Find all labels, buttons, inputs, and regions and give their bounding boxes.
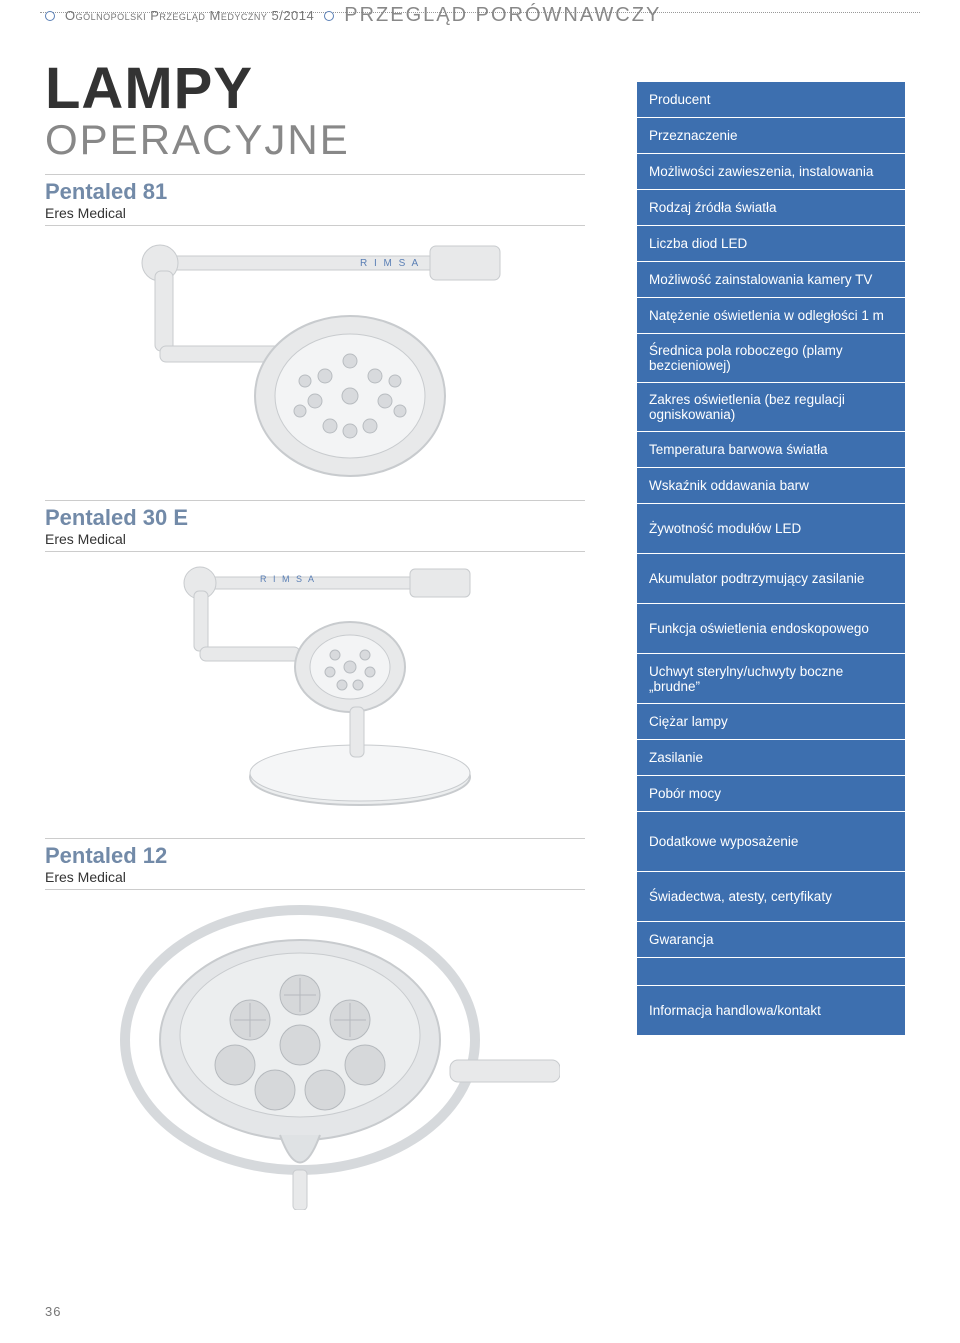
- param-label: Zakres oświetlenia (bez regulacji ognisk…: [649, 392, 893, 422]
- param-row: Pobór mocy: [637, 776, 905, 812]
- param-row: Możliwości zawieszenia, instalowania: [637, 154, 905, 190]
- param-row: Wskaźnik oddawania barw: [637, 468, 905, 504]
- param-label: Uchwyt sterylny/uchwyty boczne „brudne”: [649, 664, 893, 694]
- param-row: Akumulator podtrzymujący zasilanie: [637, 554, 905, 604]
- lamp-illustration-1: R I M S A: [100, 236, 530, 486]
- param-row: Gwarancja: [637, 922, 905, 958]
- param-row: Zakres oświetlenia (bez regulacji ognisk…: [637, 383, 905, 432]
- product-name: Pentaled 81: [45, 174, 585, 205]
- param-label: Ciężar lampy: [649, 714, 728, 729]
- product-manufacturer: Eres Medical: [45, 531, 585, 552]
- param-label: Liczba diod LED: [649, 236, 747, 251]
- param-row: Ciężar lampy: [637, 704, 905, 740]
- parameter-column: Producent Przeznaczenie Możliwości zawie…: [637, 82, 905, 1036]
- param-row: Możliwość zainstalowania kamery TV: [637, 262, 905, 298]
- param-row: Natężenie oświetlenia w odległości 1 m: [637, 298, 905, 334]
- product-image-2: R I M S A: [45, 552, 585, 832]
- param-label: Temperatura barwowa światła: [649, 442, 828, 457]
- header: Ogólnopolski Przegląd Medyczny 5/2014 PR…: [45, 4, 661, 27]
- param-label: Informacja handlowa/kontakt: [649, 1003, 821, 1018]
- product-name: Pentaled 30 E: [45, 500, 585, 531]
- param-row: Informacja handlowa/kontakt: [637, 986, 905, 1036]
- param-row: Świadectwa, atesty, certyfikaty: [637, 872, 905, 922]
- param-row: Średnica pola roboczego (plamy bezcienio…: [637, 334, 905, 383]
- lamp-illustration-2: R I M S A: [100, 557, 530, 827]
- param-label: Zasilanie: [649, 750, 703, 765]
- left-column: LAMPY OPERACYJNE Pentaled 81 Eres Medica…: [45, 60, 585, 1210]
- param-row: Liczba diod LED: [637, 226, 905, 262]
- param-label: Świadectwa, atesty, certyfikaty: [649, 889, 832, 904]
- product-image-1: R I M S A: [45, 226, 585, 496]
- param-label: Wskaźnik oddawania barw: [649, 478, 809, 493]
- magazine-title: Ogólnopolski Przegląd Medyczny 5/2014: [65, 8, 314, 23]
- param-row-empty: [637, 958, 905, 986]
- param-label: Żywotność modułów LED: [649, 521, 801, 536]
- param-label: Producent: [649, 92, 711, 107]
- param-label: Rodzaj źródła światła: [649, 200, 777, 215]
- page-number: 36: [45, 1304, 61, 1319]
- param-row: Temperatura barwowa światła: [637, 432, 905, 468]
- param-label: Dodatkowe wyposażenie: [649, 834, 798, 849]
- product-block-1: Pentaled 81 Eres Medical: [45, 174, 585, 226]
- param-row: Uchwyt sterylny/uchwyty boczne „brudne”: [637, 654, 905, 704]
- product-image-3: [45, 890, 585, 1210]
- param-label: Średnica pola roboczego (plamy bezcienio…: [649, 343, 893, 373]
- param-label: Możliwości zawieszenia, instalowania: [649, 164, 873, 179]
- param-row: Przeznaczenie: [637, 118, 905, 154]
- title-line1: LAMPY: [45, 60, 585, 118]
- svg-text:R I M S A: R I M S A: [360, 258, 420, 269]
- title-line2: OPERACYJNE: [45, 118, 585, 162]
- param-row: Funkcja oświetlenia endoskopowego: [637, 604, 905, 654]
- param-row: Producent: [637, 82, 905, 118]
- param-row: Dodatkowe wyposażenie: [637, 812, 905, 872]
- param-label: Przeznaczenie: [649, 128, 738, 143]
- param-row: Żywotność modułów LED: [637, 504, 905, 554]
- product-block-2: Pentaled 30 E Eres Medical: [45, 500, 585, 552]
- section-title: PRZEGLĄD PORÓWNAWCZY: [344, 4, 661, 27]
- product-manufacturer: Eres Medical: [45, 205, 585, 226]
- param-label: Natężenie oświetlenia w odległości 1 m: [649, 308, 884, 323]
- param-label: Funkcja oświetlenia endoskopowego: [649, 621, 869, 636]
- bullet-icon: [324, 11, 334, 21]
- param-label: Pobór mocy: [649, 786, 721, 801]
- param-row: Rodzaj źródła światła: [637, 190, 905, 226]
- product-name: Pentaled 12: [45, 838, 585, 869]
- product-block-3: Pentaled 12 Eres Medical: [45, 838, 585, 890]
- page-title: LAMPY OPERACYJNE: [45, 60, 585, 162]
- svg-text:R I M S A: R I M S A: [260, 574, 316, 584]
- param-label: Możliwość zainstalowania kamery TV: [649, 272, 872, 287]
- param-row: Zasilanie: [637, 740, 905, 776]
- bullet-icon: [45, 11, 55, 21]
- lamp-illustration-3: [70, 890, 560, 1210]
- product-manufacturer: Eres Medical: [45, 869, 585, 890]
- param-label: Gwarancja: [649, 932, 714, 947]
- param-label: Akumulator podtrzymujący zasilanie: [649, 571, 864, 586]
